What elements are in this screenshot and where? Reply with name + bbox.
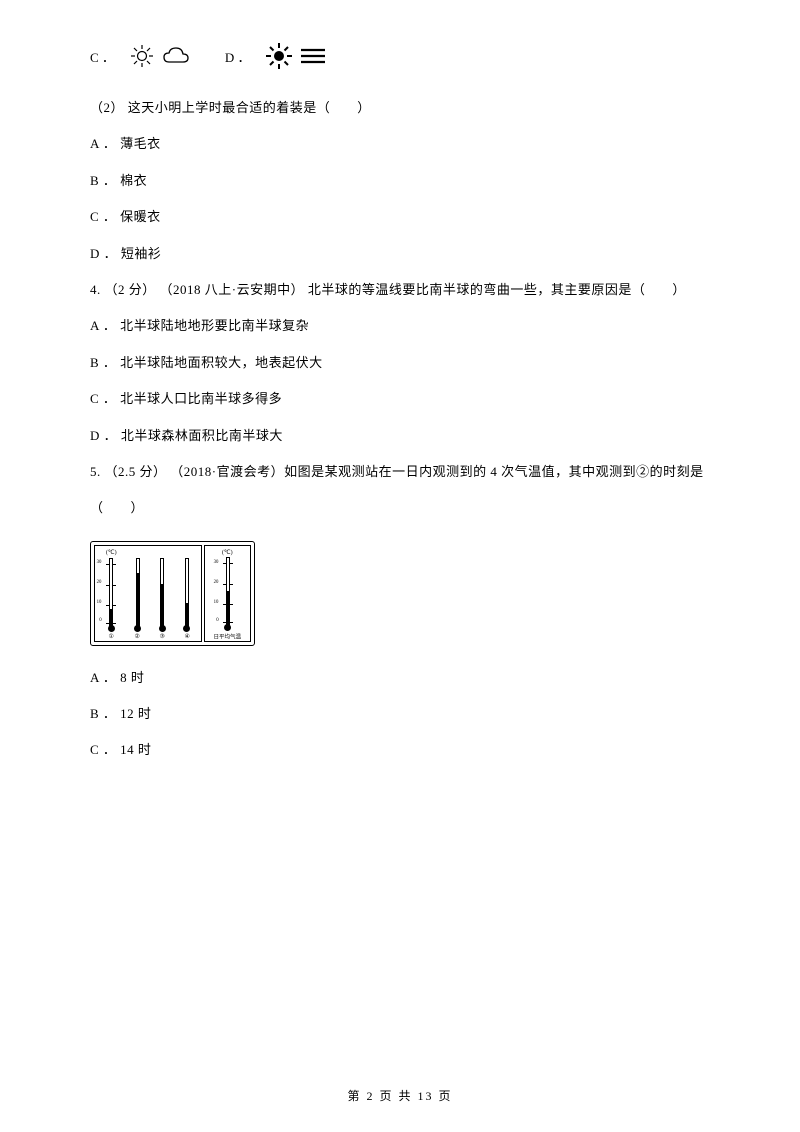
thermo-2: ② <box>133 548 142 641</box>
q4-option-a: A ． 北半球陆地地形要比南半球复杂 <box>60 308 740 344</box>
r-scale-30: 30 <box>214 559 219 564</box>
thermometer-right-panel: (℃) 30 20 10 0 日平均气温 <box>204 545 251 642</box>
q5-option-a: A ． 8 时 <box>60 660 740 696</box>
thermometer-left-panel: (℃) 30 20 10 0 ① ② ③ <box>94 545 202 642</box>
thermo-label-3: ③ <box>160 632 165 640</box>
thermo-label-4: ④ <box>184 632 189 640</box>
q2-sub2: （2） 这天小明上学时最合适的着装是（ ） <box>60 90 740 126</box>
r-scale-20: 20 <box>214 579 219 584</box>
option-c-letter: C ． <box>90 47 115 66</box>
q4-heading: 4. （2 分） （2018 八上·云安期中） 北半球的等温线要比南半球的弯曲一… <box>60 272 740 308</box>
option-d-weather: D ． <box>195 36 327 76</box>
thermo-4: ④ <box>182 548 191 641</box>
unit-label-r: (℃) <box>222 548 233 556</box>
q5-heading: 5. （2.5 分） （2018·官渡会考）如图是某观测站在一日内观测到的 4 … <box>60 454 740 527</box>
q4-option-c: C ． 北半球人口比南半球多得多 <box>60 381 740 417</box>
q2-option-c: C ． 保暖衣 <box>60 199 740 235</box>
option-c-weather: C ． <box>60 36 191 76</box>
thermo-label-2: ② <box>135 632 140 640</box>
q5-option-c: C ． 14 时 <box>60 732 740 768</box>
q2-option-a: A ． 薄毛衣 <box>60 126 740 162</box>
r-scale-0: 0 <box>216 617 218 622</box>
unit-label: (℃) <box>106 548 117 556</box>
q5-option-b: B ． 12 时 <box>60 696 740 732</box>
page-footer: 第 2 页 共 13 页 <box>0 1087 800 1104</box>
fog-lines-icon <box>299 45 327 67</box>
q4-head-text: 4. （2 分） （2018 八上·云安期中） 北半球的等温线要比南半球的弯曲一… <box>90 282 686 297</box>
avg-temp-caption: 日平均气温 <box>214 631 242 640</box>
scale-0: 0 <box>99 617 101 622</box>
thermo-1: (℃) 30 20 10 0 ① <box>105 548 118 641</box>
thermo-3: ③ <box>158 548 167 641</box>
cloud-icon <box>161 44 191 68</box>
sun-filled-icon <box>265 42 293 70</box>
thermometer-figure: (℃) 30 20 10 0 ① ② ③ <box>90 541 255 646</box>
option-d-letter: D ． <box>225 47 251 66</box>
sun-icon <box>129 43 155 69</box>
scale-20: 20 <box>96 579 101 584</box>
scale-30: 30 <box>96 559 101 564</box>
thermo-label-1: ① <box>108 632 113 640</box>
q4-option-b: B ． 北半球陆地面积较大，地表起伏大 <box>60 345 740 381</box>
r-scale-10: 10 <box>214 599 219 604</box>
q4-option-d: D ． 北半球森林面积比南半球大 <box>60 418 740 454</box>
q2-option-d: D ． 短袖衫 <box>60 236 740 272</box>
q2-option-b: B ． 棉衣 <box>60 163 740 199</box>
scale-10: 10 <box>96 599 101 604</box>
